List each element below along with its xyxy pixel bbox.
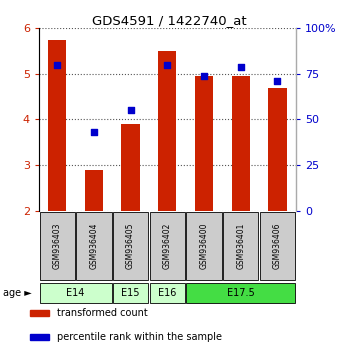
Text: GSM936404: GSM936404 (90, 223, 98, 269)
Point (201, 73, 207, 79)
Bar (121, 124, 140, 211)
Bar (48, 40, 66, 211)
Bar (158, 51, 176, 211)
FancyBboxPatch shape (150, 282, 185, 303)
Point (238, 64, 243, 69)
FancyBboxPatch shape (186, 282, 295, 303)
FancyBboxPatch shape (113, 282, 148, 303)
FancyBboxPatch shape (113, 212, 148, 280)
Bar (30, 333, 49, 340)
Point (128, 108, 133, 113)
Text: GSM936400: GSM936400 (199, 223, 209, 269)
FancyBboxPatch shape (260, 212, 295, 280)
Text: GSM936405: GSM936405 (126, 223, 135, 269)
Bar (268, 87, 287, 211)
Text: transformed count: transformed count (57, 308, 148, 318)
Text: GSM936403: GSM936403 (53, 223, 62, 269)
Text: GDS4591 / 1422740_at: GDS4591 / 1422740_at (92, 14, 246, 27)
Text: E14: E14 (66, 288, 85, 298)
FancyBboxPatch shape (150, 212, 185, 280)
Text: percentile rank within the sample: percentile rank within the sample (57, 332, 222, 342)
Text: E16: E16 (158, 288, 176, 298)
Point (275, 78, 280, 84)
Bar (232, 76, 250, 211)
FancyBboxPatch shape (40, 212, 75, 280)
FancyBboxPatch shape (76, 212, 112, 280)
Text: E17.5: E17.5 (227, 288, 255, 298)
FancyBboxPatch shape (40, 282, 112, 303)
FancyBboxPatch shape (223, 212, 258, 280)
Point (91, 130, 97, 135)
Text: age ►: age ► (3, 288, 32, 298)
Text: GSM936401: GSM936401 (236, 223, 245, 269)
Bar (195, 76, 213, 211)
Point (54, 62, 60, 68)
Bar (30, 310, 49, 316)
Point (165, 62, 170, 68)
Text: GSM936406: GSM936406 (273, 223, 282, 269)
Text: GSM936402: GSM936402 (163, 223, 172, 269)
Text: E15: E15 (121, 288, 140, 298)
FancyBboxPatch shape (186, 212, 222, 280)
Bar (85, 170, 103, 211)
